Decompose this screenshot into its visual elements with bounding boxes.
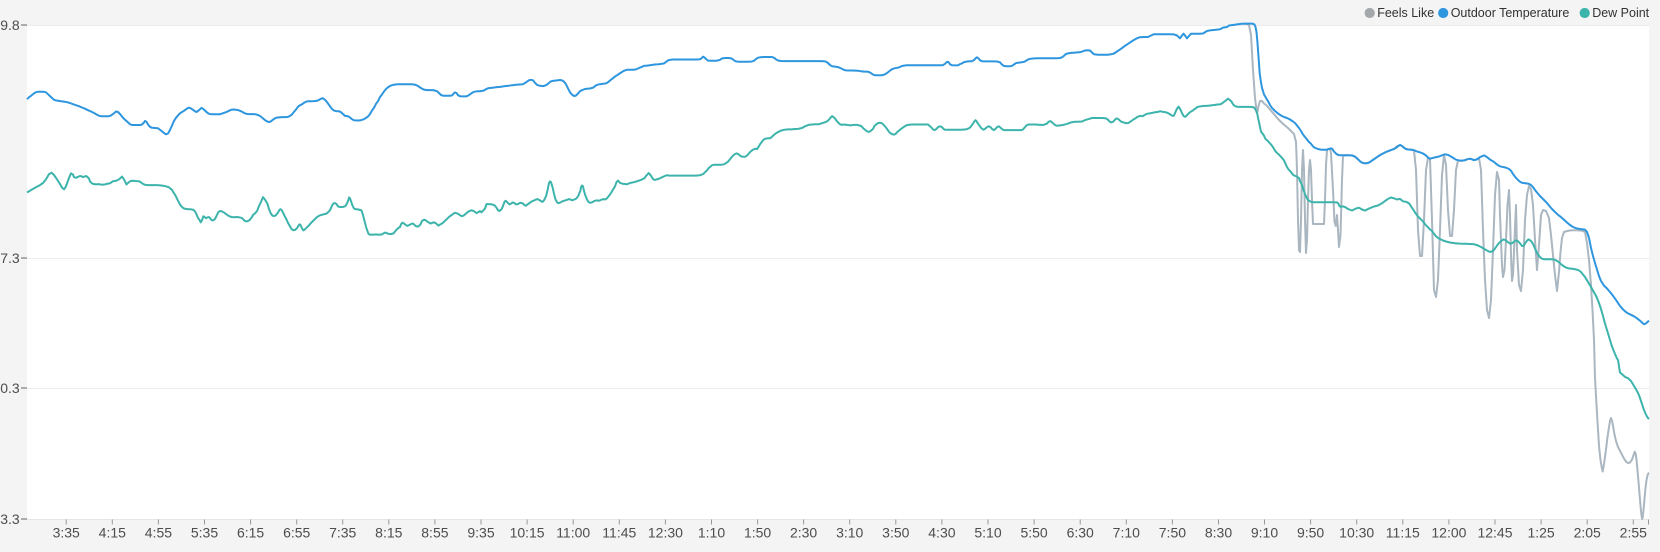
svg-text:9:10: 9:10 [1251,525,1278,541]
svg-text:7:10: 7:10 [1113,525,1140,541]
svg-text:11:45: 11:45 [602,525,636,541]
svg-text:3:50: 3:50 [882,525,909,541]
svg-text:Feels Like: Feels Like [1377,6,1434,20]
svg-text:Outdoor Temperature: Outdoor Temperature [1451,6,1570,20]
svg-text:2:05: 2:05 [1574,525,1601,541]
svg-text:6:55: 6:55 [283,525,310,541]
svg-text:11:15: 11:15 [1386,525,1420,541]
svg-text:0.3: 0.3 [0,380,20,396]
svg-text:4:15: 4:15 [99,525,126,541]
svg-text:8:30: 8:30 [1205,525,1232,541]
svg-text:4:30: 4:30 [928,525,955,541]
svg-text:9.8: 9.8 [0,17,20,33]
svg-text:3:35: 3:35 [53,525,80,541]
svg-text:6:30: 6:30 [1067,525,1094,541]
svg-text:7:50: 7:50 [1159,525,1186,541]
svg-text:2:55: 2:55 [1620,525,1647,541]
svg-text:1:10: 1:10 [698,525,725,541]
svg-text:1:25: 1:25 [1527,525,1554,541]
svg-text:2:30: 2:30 [790,525,817,541]
svg-text:5:35: 5:35 [191,525,218,541]
svg-text:5:10: 5:10 [974,525,1001,541]
svg-text:4:55: 4:55 [145,525,172,541]
svg-text:3.3: 3.3 [0,511,20,527]
svg-text:12:30: 12:30 [648,525,683,541]
svg-text:3:10: 3:10 [836,525,863,541]
svg-text:9:50: 9:50 [1297,525,1324,541]
svg-text:11:00: 11:00 [556,525,590,541]
svg-text:10:30: 10:30 [1339,525,1374,541]
svg-text:12:00: 12:00 [1431,525,1466,541]
svg-text:9:35: 9:35 [467,525,494,541]
svg-text:5:50: 5:50 [1020,525,1047,541]
svg-text:Dew Point: Dew Point [1592,6,1649,20]
svg-text:7:35: 7:35 [329,525,356,541]
svg-text:12:45: 12:45 [1477,525,1512,541]
svg-text:7.3: 7.3 [0,250,20,266]
svg-text:8:15: 8:15 [375,525,402,541]
svg-text:1:50: 1:50 [744,525,771,541]
svg-text:10:15: 10:15 [510,525,545,541]
svg-text:8:55: 8:55 [421,525,448,541]
svg-text:6:15: 6:15 [237,525,264,541]
